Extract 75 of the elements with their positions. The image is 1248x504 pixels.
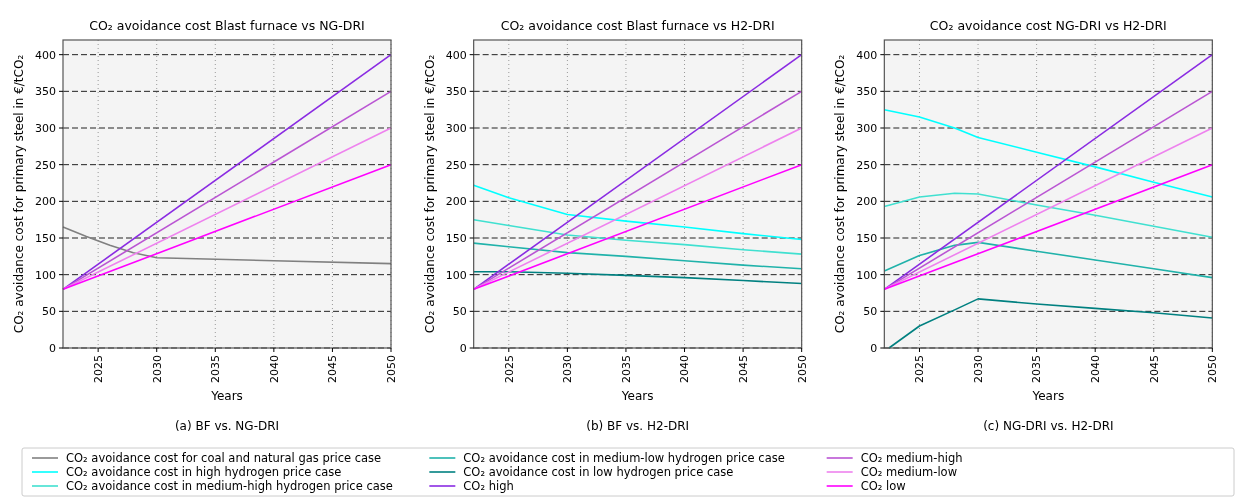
x-tick-label: 2050 <box>795 355 809 383</box>
x-tick-label: 2025 <box>91 355 105 383</box>
x-tick-label: 2050 <box>384 355 398 383</box>
line-series <box>472 242 803 270</box>
x-tick-label: 2040 <box>678 355 692 383</box>
y-axis-title: CO₂ avoidance cost for primary steel in €/tCO₂ <box>12 54 26 334</box>
text: (b) BF vs. H2-DRI <box>586 419 690 433</box>
x-tick-label: 2045 <box>326 355 340 383</box>
y-tick-label: 200 <box>35 195 56 209</box>
legend-label: CO₂ avoidance cost for coal and natural gas price case <box>66 451 382 466</box>
line-series <box>62 226 392 265</box>
x-tick-label: 2040 <box>1089 355 1103 383</box>
y-tick-label: 50 <box>452 305 467 319</box>
line-series <box>472 270 803 285</box>
line-series <box>888 298 1214 349</box>
legend-label: CO₂ high <box>463 479 514 494</box>
legend-label: CO₂ avoidance cost in medium-low hydrogen price case <box>463 451 785 466</box>
legend-label: CO₂ medium-high <box>860 451 963 466</box>
y-tick-label: 100 <box>35 268 56 282</box>
y-tick-label: 200 <box>856 195 878 209</box>
x-tick-label: 2045 <box>736 355 750 383</box>
y-tick-label: 100 <box>856 268 878 282</box>
y-tick-label: 0 <box>870 341 878 355</box>
y-tick-label: 350 <box>856 85 878 99</box>
y-tick-label: 300 <box>35 121 56 135</box>
y-tick-label: 250 <box>445 158 467 172</box>
x-tick-label: 2030 <box>971 355 985 383</box>
x-tick-label: 2035 <box>1030 355 1044 383</box>
line-series <box>883 108 1214 198</box>
y-tick-label: 150 <box>35 231 56 245</box>
legend-label: CO₂ avoidance cost in low hydrogen price case <box>463 465 734 480</box>
x-tick-label: 2050 <box>1206 355 1220 383</box>
text: (c) NG-DRI vs. H2-DRI <box>983 419 1114 433</box>
legend-label: CO₂ avoidance cost in medium-high hydrogen price case <box>66 479 393 494</box>
text: (a) BF vs. NG-DRI <box>174 419 280 433</box>
legend-label: CO₂ avoidance cost in high hydrogen price case <box>66 465 342 480</box>
y-tick-label: 200 <box>445 195 467 209</box>
x-axis-title: Years <box>210 389 243 403</box>
y-tick-label: 350 <box>35 85 56 99</box>
chart-title: CO₂ avoidance cost Blast furnace vs H2-DRI <box>500 18 775 33</box>
y-tick-label: 250 <box>856 158 878 172</box>
x-tick-label: 2025 <box>913 355 927 383</box>
y-tick-label: 400 <box>35 48 56 62</box>
x-tick-label: 2040 <box>267 355 281 383</box>
legend-label: CO₂ medium-low <box>860 465 958 480</box>
x-tick-label: 2045 <box>1147 355 1161 383</box>
y-tick-label: 0 <box>459 341 467 355</box>
y-tick-label: 300 <box>856 121 878 135</box>
y-tick-label: 150 <box>445 231 467 245</box>
line-series <box>472 218 803 255</box>
y-tick-label: 50 <box>42 305 56 319</box>
y-tick-label: 400 <box>856 48 878 62</box>
x-tick-label: 2035 <box>619 355 633 383</box>
y-tick-label: 50 <box>863 305 878 319</box>
x-axis-title: Years <box>620 389 654 403</box>
chart-title: CO₂ avoidance cost Blast furnace vs NG-DRI <box>89 18 365 33</box>
x-axis-title: Years <box>1031 389 1065 403</box>
y-tick-label: 300 <box>445 121 467 135</box>
x-tick-label: 2030 <box>150 355 164 383</box>
y-tick-label: 0 <box>49 341 56 355</box>
y-tick-label: 350 <box>445 85 467 99</box>
y-tick-label: 150 <box>856 231 878 245</box>
y-tick-label: 250 <box>35 158 56 172</box>
y-tick-label: 100 <box>445 268 467 282</box>
line-series <box>883 241 1214 279</box>
y-tick-label: 400 <box>445 48 467 62</box>
y-axis-title: CO₂ avoidance cost for primary steel in €/tCO₂ <box>833 54 848 334</box>
y-axis-title: CO₂ avoidance cost for primary steel in €/tCO₂ <box>422 54 437 334</box>
line-series <box>472 184 803 241</box>
x-tick-label: 2025 <box>502 355 516 383</box>
x-tick-label: 2030 <box>561 355 575 383</box>
x-tick-label: 2035 <box>209 355 223 383</box>
line-series <box>883 192 1214 239</box>
legend-label: CO₂ low <box>860 479 906 494</box>
chart-title: CO₂ avoidance cost NG-DRI vs H2-DRI <box>929 18 1167 33</box>
